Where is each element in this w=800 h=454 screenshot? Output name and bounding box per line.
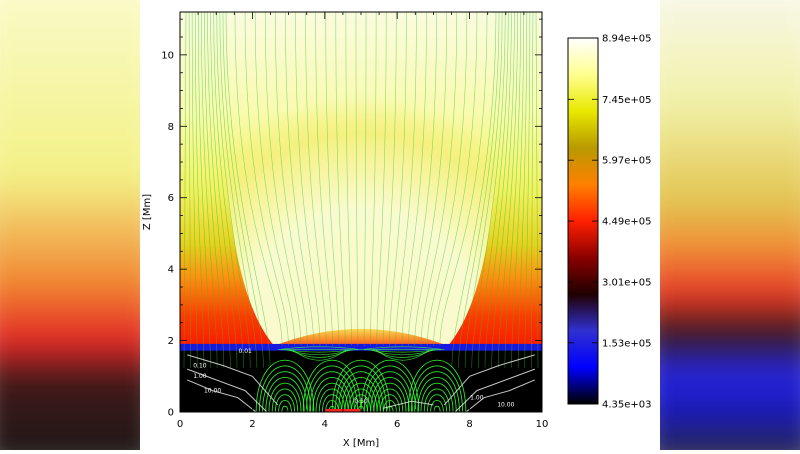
colorbar-tick-label: 1.53e+05	[602, 338, 652, 349]
y-tick-label: 10	[161, 50, 174, 61]
contour-label: 0.10	[354, 398, 368, 405]
y-tick-label: 0	[168, 408, 174, 419]
colorbar: 8.94e+05 7.45e+05 5.97e+05 4.49e+05 3.01e+05…	[568, 34, 652, 411]
y-tick-label: 6	[168, 193, 174, 204]
colorbar-tick-label: 3.01e+05	[602, 277, 652, 288]
contour-label: 1.00	[470, 395, 484, 402]
colorbar-tick-label: 7.45e+05	[602, 95, 652, 106]
x-tick-label: 0	[177, 419, 183, 430]
contour-label: 10.00	[497, 402, 514, 409]
plot-area: 0.10 1.00 10.00 0.01 0.10 1.00 10.00	[180, 12, 542, 413]
hot-plume-region	[212, 12, 510, 346]
y-axis-label: Z [Mm]	[142, 194, 153, 230]
x-tick-label: 6	[394, 419, 400, 430]
chart-svg: 0.10 1.00 10.00 0.01 0.10 1.00 10.00 0 2 4 6 8 10 0…	[140, 0, 660, 450]
colorbar-tick-label: 4.35e+03	[602, 400, 652, 411]
x-tick-label: 10	[536, 419, 549, 430]
x-axis-label: X [Mm]	[343, 438, 379, 449]
contour-label: 0.01	[238, 348, 252, 355]
blurred-right-background	[660, 0, 800, 450]
figure-panel: 0.10 1.00 10.00 0.01 0.10 1.00 10.00 0 2 4 6 8 10 0…	[140, 0, 660, 450]
y-tick-label: 4	[168, 265, 174, 276]
x-tick-label: 2	[249, 419, 255, 430]
blurred-left-background	[0, 0, 140, 450]
colorbar-tick-label: 5.97e+05	[602, 156, 652, 167]
contour-label: 0.10	[193, 362, 207, 369]
colorbar-tick-label: 8.94e+05	[602, 34, 652, 45]
y-tick-label: 2	[168, 336, 174, 347]
contour-label: 1.00	[193, 373, 207, 380]
x-tick-label: 4	[322, 419, 328, 430]
colorbar-tick-label: 4.49e+05	[602, 217, 652, 228]
y-tick-label: 8	[168, 122, 174, 133]
x-tick-label: 8	[466, 419, 472, 430]
contour-label: 10.00	[204, 387, 221, 394]
